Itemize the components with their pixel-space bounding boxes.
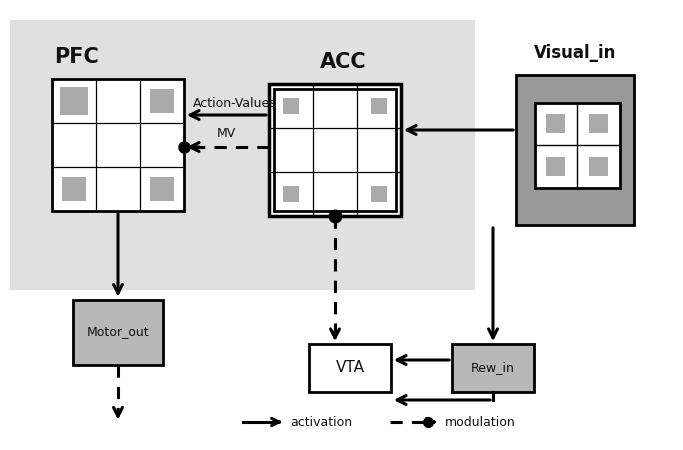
Text: Rew_in: Rew_in (471, 361, 515, 374)
Bar (516, 75, 634, 225)
Bar (589, 157, 608, 176)
Bar (309, 344, 391, 392)
Text: ACC: ACC (320, 52, 367, 72)
Bar (62, 89, 86, 113)
Bar (589, 114, 608, 133)
Bar (371, 186, 387, 202)
Bar (60, 87, 87, 115)
Bar (274, 89, 396, 211)
Text: Action-Values: Action-Values (193, 97, 277, 110)
Bar (546, 157, 566, 176)
Bar (535, 103, 619, 188)
Bar (452, 344, 534, 392)
Text: Visual_in: Visual_in (534, 44, 616, 62)
Bar (62, 177, 86, 201)
Bar (155, 182, 169, 196)
Text: Motor_out: Motor_out (87, 325, 150, 338)
Bar (10, 20, 475, 290)
Bar (73, 300, 163, 364)
Bar (150, 177, 174, 201)
Bar (52, 79, 184, 211)
Bar (67, 182, 81, 196)
Text: activation: activation (290, 415, 352, 428)
Bar (283, 98, 299, 114)
Bar (371, 98, 387, 114)
Text: PFC: PFC (54, 47, 99, 67)
Text: modulation: modulation (445, 415, 516, 428)
Bar (150, 89, 174, 113)
Bar (269, 84, 401, 216)
Text: MV: MV (217, 127, 236, 140)
Bar (283, 186, 299, 202)
Bar (155, 94, 169, 108)
Bar (546, 114, 566, 133)
Text: VTA: VTA (335, 360, 365, 375)
